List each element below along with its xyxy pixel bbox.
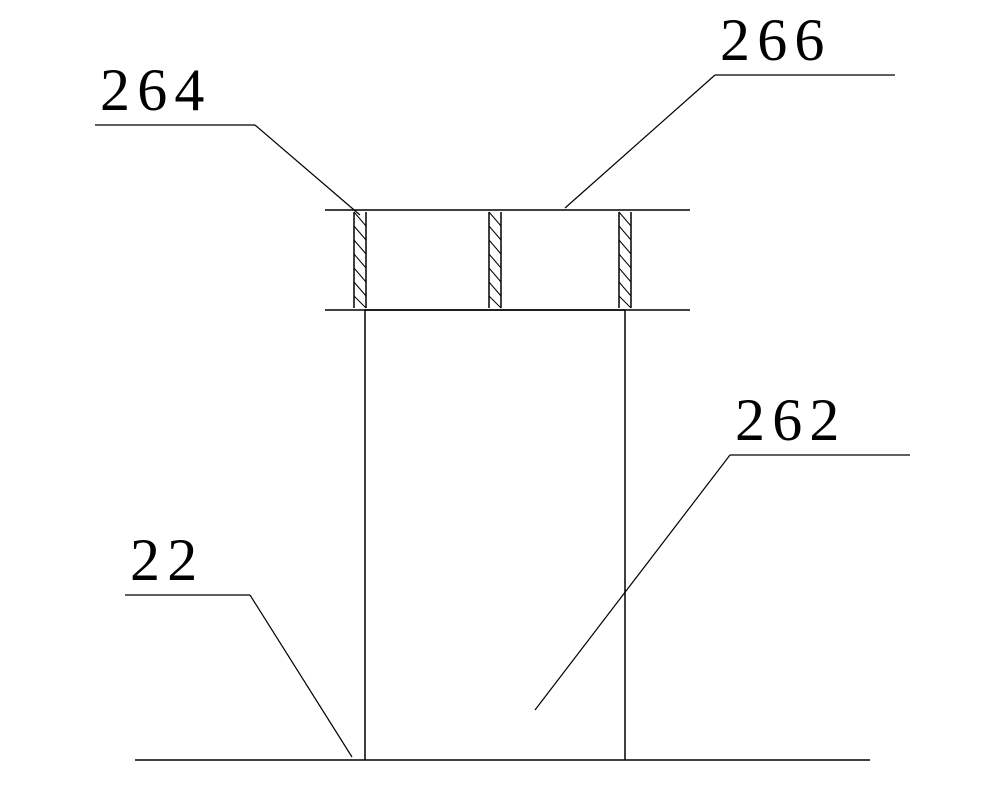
label-266: 266 — [720, 7, 832, 73]
label-262: 262 — [735, 387, 847, 453]
label-22: 22 — [130, 527, 204, 593]
label-264: 264 — [100, 57, 212, 123]
